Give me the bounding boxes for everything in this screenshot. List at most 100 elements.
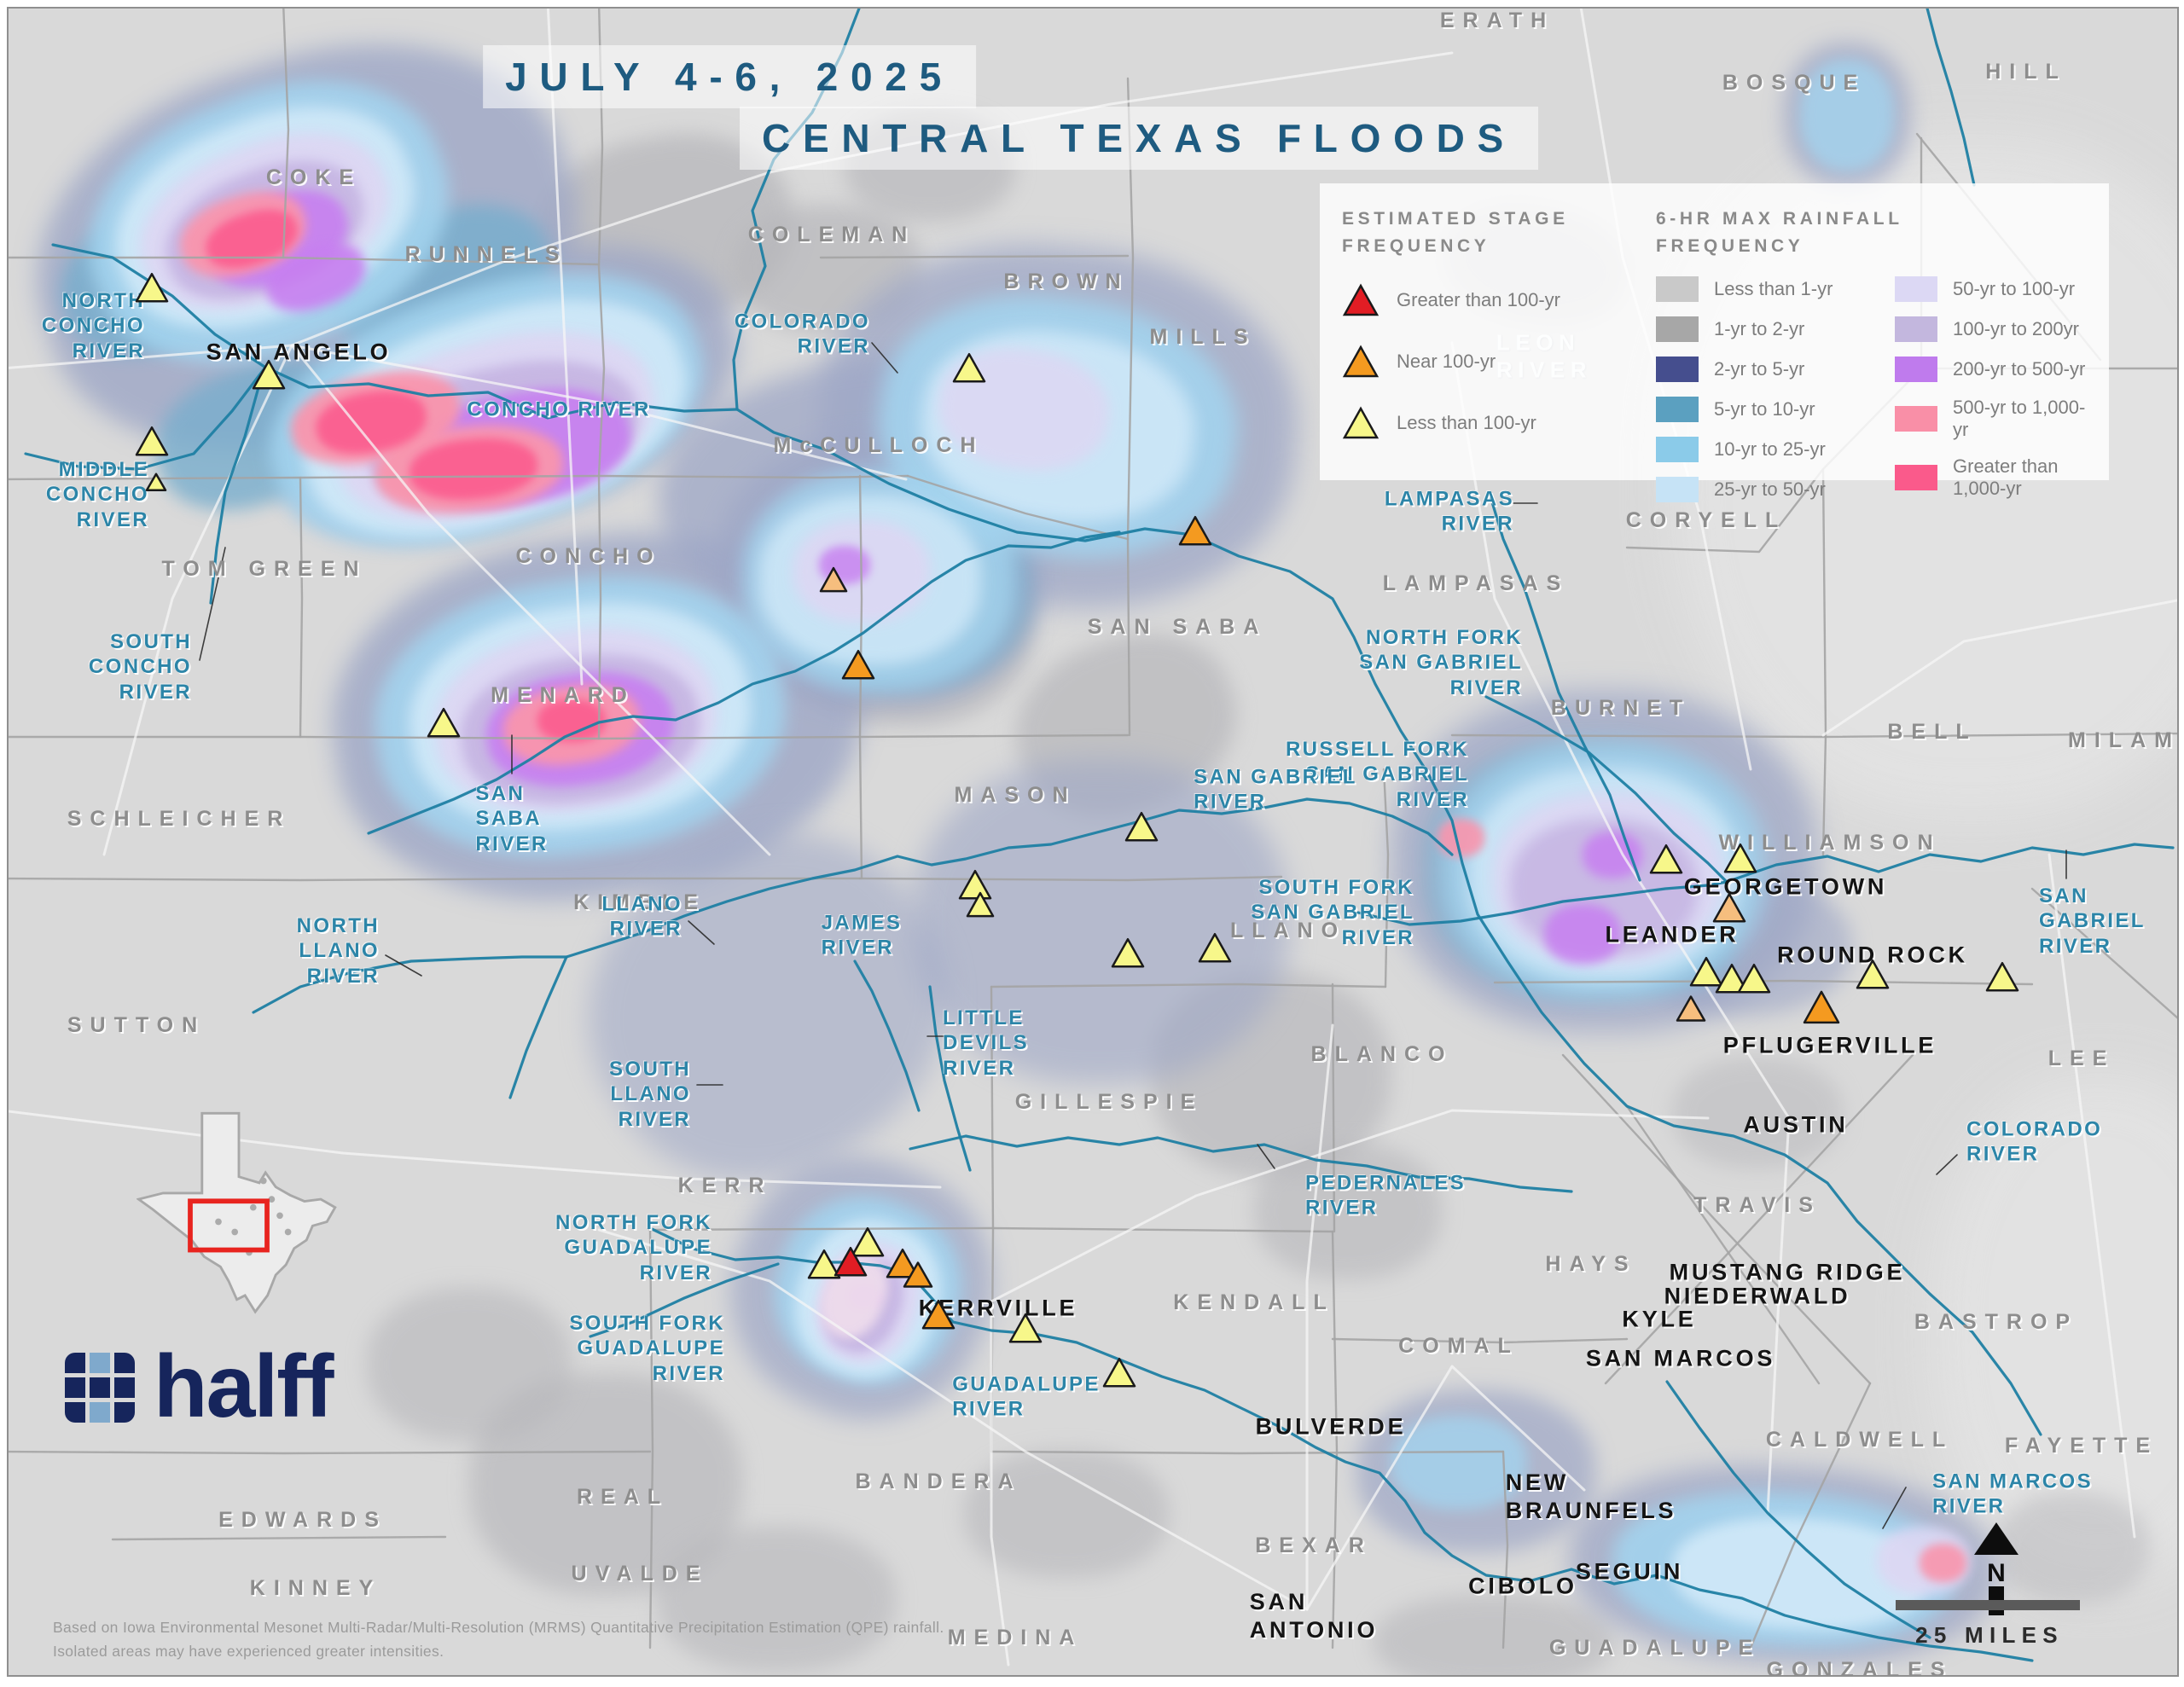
triangle-marker-icon [921, 1299, 956, 1330]
north-arrow-head [1974, 1522, 2018, 1555]
stage-gauge-marker [1008, 1313, 1043, 1348]
county-border-line [1382, 768, 1390, 988]
county-label: WILLIAMSON [1718, 830, 1942, 855]
legend-rainfall-item: 2-yr to 5-yr [1656, 357, 1895, 382]
county-label: GONZALES [1766, 1657, 1954, 1677]
county-border-line [1561, 1053, 1872, 1385]
county-border-line [2030, 887, 2177, 1019]
county-border-line [9, 735, 862, 740]
river-label: RUSSELL FORK SAN GABRIEL RIVER [1285, 738, 1469, 811]
county-label: LLANO [1229, 918, 1347, 942]
county-label: UVALDE [571, 1561, 709, 1586]
legend-rainfall-item: 100-yr to 200yr [1895, 316, 2092, 342]
river-label: NORTH FORK GUADALUPE RIVER [555, 1211, 712, 1284]
triangle-marker-icon [1008, 1313, 1043, 1343]
county-label: McCULLOCH [773, 432, 985, 457]
legend-rainfall-item: Greater than 1,000-yr [1895, 455, 2092, 500]
stage-gauge-marker [1856, 959, 1890, 994]
county-border-line [597, 474, 602, 740]
county-border-line [1331, 1230, 1339, 1649]
county-label: COLEMAN [747, 222, 916, 246]
triangle-marker-icon [1803, 990, 1840, 1024]
triangle-marker-icon [1737, 963, 1771, 994]
label-leader-line [688, 920, 715, 945]
legend-rainfall-label: 100-yr to 200yr [1953, 318, 2079, 339]
triangle-marker-icon [807, 1249, 841, 1279]
triangle-marker-icon [1856, 959, 1890, 989]
river-line [845, 1261, 2034, 1662]
inset-city-dot [215, 1218, 222, 1226]
legend-rainfall-label: 2-yr to 5-yr [1714, 358, 1805, 380]
inset-extent-rectangle [188, 1198, 270, 1253]
county-border-line [858, 733, 1130, 739]
stage-gauge-marker [1737, 963, 1771, 998]
map-linework [9, 9, 2177, 1667]
stage-gauge-marker [252, 359, 286, 394]
legend-stage-item: Near 100-yr [1342, 345, 1656, 379]
county-label: CALDWELL [1765, 1427, 1955, 1452]
city-label: NEW BRAUNFELS [1505, 1470, 1677, 1523]
legend-rainfall-item: 200-yr to 500-yr [1895, 357, 2092, 382]
legend-rainfall-item: 10-yr to 25-yr [1656, 437, 1895, 462]
river-line [853, 959, 921, 1112]
map-labels-layer: ERATH HILL BOSQUE COKE RUNNELS COLEMAN BROWN MI… [9, 9, 2177, 1675]
county-label: LEE [2048, 1046, 2116, 1070]
stage-gauge-marker [1715, 963, 1749, 998]
city-label: KYLE [1622, 1306, 1697, 1332]
logo-square [65, 1352, 85, 1373]
road-line [102, 344, 293, 856]
attribution-line-1: Based on Iowa Environmental Mesonet Mult… [53, 1619, 944, 1636]
legend-rainfall-item: 1-yr to 2-yr [1656, 316, 1895, 342]
city-label: BULVERDE [1255, 1413, 1407, 1440]
county-label: MENARD [491, 682, 636, 707]
texas-inset-map [136, 1111, 337, 1314]
inset-city-dot [284, 1228, 292, 1236]
logo-square [65, 1401, 85, 1423]
legend-color-swatch [1895, 465, 1937, 490]
city-label: SAN MARCOS [1585, 1345, 1776, 1371]
legend-rainfall-label: 50-yr to 100-yr [1953, 278, 2076, 299]
logo-square [90, 1352, 110, 1373]
river-label: NORTH FORK SAN GABRIEL RIVER [1359, 626, 1523, 699]
county-border-line [282, 9, 290, 259]
legend-rainfall-label: 5-yr to 10-yr [1714, 398, 1815, 420]
county-border-line [990, 983, 1387, 988]
logo-square [114, 1352, 135, 1373]
county-label: BANDERA [855, 1469, 1022, 1493]
north-arrow-letter: N [1987, 1559, 2006, 1587]
county-border-line [9, 877, 862, 882]
road-line [990, 1300, 1010, 1667]
stage-gauge-marker [952, 352, 986, 387]
inset-city-dot [268, 1196, 276, 1203]
rainfall-blob [1996, 1493, 2150, 1603]
rainfall-blob [367, 1288, 572, 1441]
county-label: LAMPASAS [1382, 571, 1570, 595]
stage-gauge-marker [1111, 937, 1145, 972]
stage-gauge-marker [1985, 961, 2019, 996]
road-line [290, 344, 771, 856]
city-label: SAN ANGELO [206, 339, 392, 365]
legend-rainfall-label: 200-yr to 500-yr [1953, 358, 2086, 380]
river-line [367, 530, 1121, 835]
city-label: PFLUGERVILLE [1722, 1032, 1937, 1058]
legend-color-swatch [1895, 357, 1937, 382]
legend-rainfall-label: 10-yr to 25-yr [1714, 438, 1826, 460]
triangle-marker-icon [1985, 961, 2019, 992]
map-title-main: CENTRAL TEXAS FLOODS [740, 107, 1538, 170]
county-label: BLANCO [1310, 1041, 1454, 1066]
legend-rainfall-item: 50-yr to 100-yr [1895, 276, 2092, 302]
county-label: COMAL [1398, 1333, 1519, 1358]
river-label: SOUTH CONCHO RIVER [88, 630, 192, 704]
county-label: KENDALL [1173, 1290, 1335, 1314]
river-label: SOUTH FORK GUADALUPE RIVER [569, 1312, 725, 1385]
city-label: GEORGETOWN [1683, 873, 1888, 900]
county-label: COKE [265, 165, 363, 189]
river-line [1665, 1380, 1931, 1639]
county-border-line [990, 1450, 1505, 1455]
river-line [1356, 880, 1728, 926]
river-label: PEDERNALES RIVER [1305, 1171, 1467, 1220]
triangle-marker-icon [1649, 844, 1683, 874]
county-border-line [819, 254, 1130, 259]
stage-gauge-marker [851, 1226, 885, 1261]
county-border-line [1450, 732, 2177, 739]
